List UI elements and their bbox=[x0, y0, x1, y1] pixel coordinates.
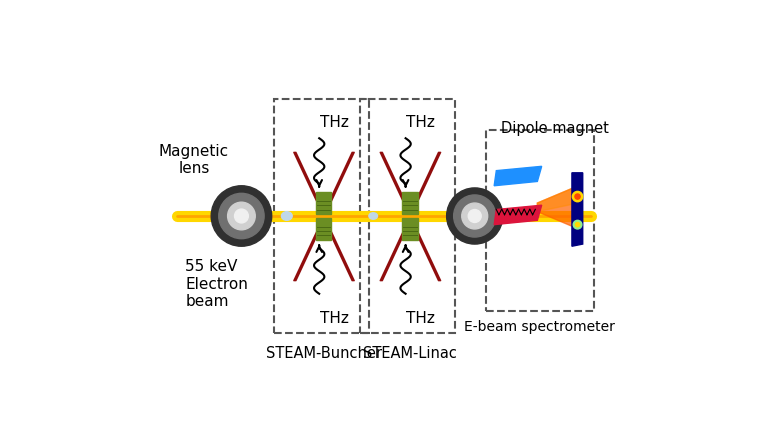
Circle shape bbox=[575, 194, 580, 199]
Text: 55 keV
Electron
beam: 55 keV Electron beam bbox=[185, 259, 248, 309]
Text: THz: THz bbox=[320, 311, 349, 326]
Polygon shape bbox=[494, 166, 541, 186]
Circle shape bbox=[234, 209, 248, 223]
Text: E-beam spectrometer: E-beam spectrometer bbox=[464, 320, 615, 334]
Bar bbox=[316, 218, 331, 240]
Text: Magnetic
lens: Magnetic lens bbox=[159, 143, 229, 176]
Text: THz: THz bbox=[406, 114, 435, 130]
Circle shape bbox=[211, 186, 272, 246]
Circle shape bbox=[454, 195, 496, 237]
Bar bbox=[402, 192, 418, 214]
Text: THz: THz bbox=[406, 311, 435, 326]
Polygon shape bbox=[494, 205, 541, 225]
Polygon shape bbox=[572, 173, 583, 246]
Text: Dipole magnet: Dipole magnet bbox=[501, 121, 608, 136]
Text: THz: THz bbox=[320, 114, 349, 130]
Circle shape bbox=[227, 202, 255, 230]
Bar bbox=[402, 218, 418, 240]
Circle shape bbox=[572, 191, 583, 202]
Bar bbox=[360, 99, 455, 333]
Circle shape bbox=[468, 210, 482, 222]
Circle shape bbox=[575, 222, 580, 227]
Bar bbox=[316, 192, 331, 214]
Ellipse shape bbox=[281, 212, 292, 220]
Bar bbox=[485, 130, 594, 311]
Polygon shape bbox=[538, 186, 578, 229]
Circle shape bbox=[573, 220, 582, 229]
Bar bbox=[274, 99, 369, 333]
Polygon shape bbox=[538, 186, 578, 212]
Text: STEAM-Linac: STEAM-Linac bbox=[363, 346, 457, 361]
Text: STEAM-Buncher: STEAM-Buncher bbox=[266, 346, 382, 361]
Circle shape bbox=[219, 194, 264, 239]
Circle shape bbox=[462, 203, 488, 229]
Circle shape bbox=[447, 188, 503, 244]
Ellipse shape bbox=[369, 213, 378, 219]
